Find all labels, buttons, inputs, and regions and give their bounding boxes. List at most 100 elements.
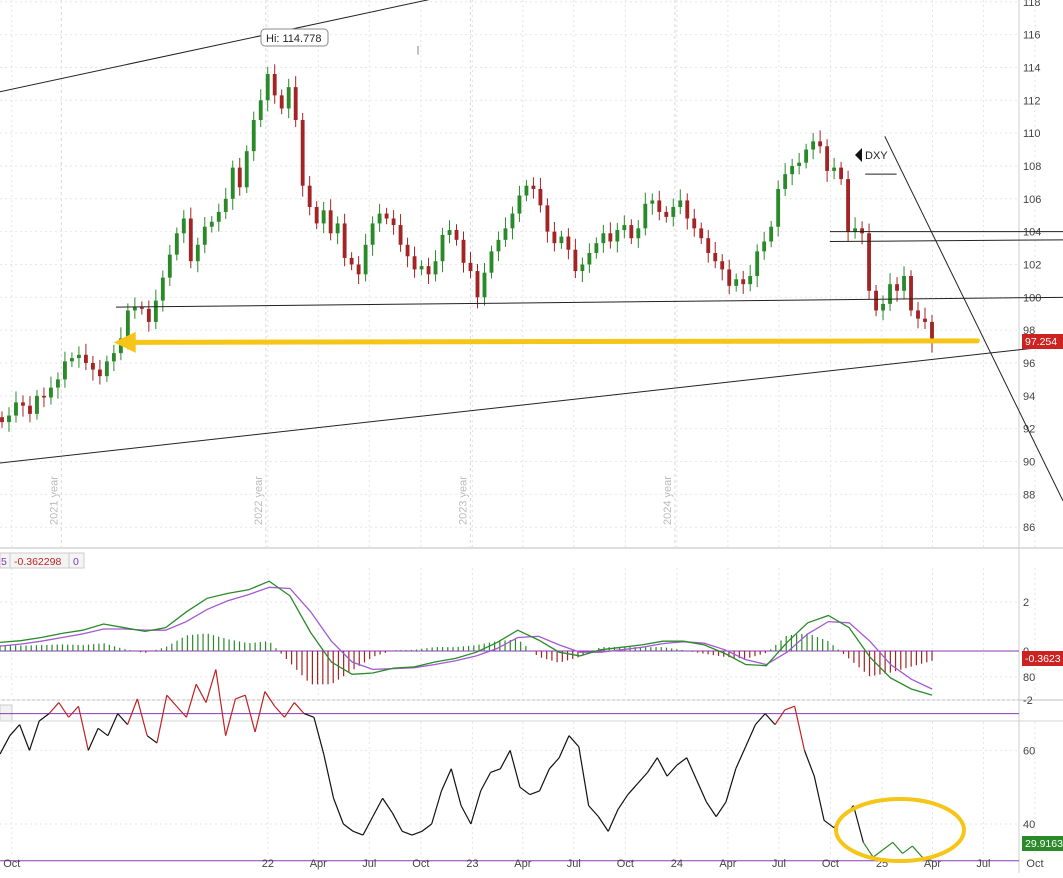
price-candle — [790, 165, 795, 175]
price-candle — [83, 354, 88, 363]
price-candle — [321, 210, 326, 224]
price-candle — [202, 226, 207, 245]
trendline — [0, 344, 1063, 464]
price-candle — [139, 307, 144, 309]
rsi-line-segment — [794, 706, 806, 751]
price-candle — [335, 223, 340, 234]
price-candle — [678, 200, 683, 208]
price-candle — [923, 318, 927, 322]
rsi-line-segment — [823, 819, 835, 829]
price-candle — [70, 358, 74, 362]
x-axis-label: Apr — [514, 858, 531, 870]
price-candle — [867, 233, 871, 291]
rsi-line-segment — [529, 790, 540, 796]
last-price-tag: 97.254 — [1022, 334, 1063, 349]
price-candle — [776, 188, 781, 227]
price-candle — [510, 213, 515, 229]
rsi-line-segment — [813, 776, 825, 821]
price-candle — [349, 257, 354, 265]
rsi-line-segment — [117, 713, 128, 726]
price-candle — [874, 290, 878, 311]
rsi-highlight-circle — [834, 797, 966, 863]
rsi-line-segment — [735, 746, 747, 770]
price-candle — [230, 167, 235, 199]
rsi-line-segment — [195, 683, 207, 703]
rsi-line-segment — [548, 757, 560, 770]
price-candle — [629, 225, 634, 239]
rsi-line-segment — [627, 783, 639, 795]
price-candle — [566, 236, 571, 250]
rsi-line-segment — [372, 797, 384, 817]
year-label: 2023 year — [457, 476, 469, 525]
rsi-tag-text: 29.9163 — [1025, 838, 1063, 850]
rsi-line-segment — [293, 702, 305, 714]
price-candle — [496, 239, 501, 252]
rsi-line-segment — [176, 705, 187, 718]
price-y-tick: 112 — [1023, 95, 1041, 107]
price-candle — [615, 229, 620, 242]
rsi-line-segment — [519, 786, 531, 796]
price-candle — [811, 141, 816, 150]
rsi-line-segment — [460, 805, 472, 825]
price-candle — [531, 185, 536, 189]
rsi-line-segment — [637, 772, 648, 784]
macd-line — [0, 580, 933, 696]
price-y-tick: 106 — [1023, 194, 1041, 206]
rsi-line-segment — [38, 713, 50, 722]
left-triangle-icon — [855, 148, 862, 162]
price-y-tick: 90 — [1023, 457, 1035, 469]
price-y-tick: 102 — [1023, 259, 1041, 271]
rsi-line-segment — [676, 757, 688, 766]
price-candle — [370, 223, 375, 245]
rsi-line-segment — [440, 768, 452, 792]
rsi-line-segment — [313, 717, 325, 755]
x-axis-label: Jul — [976, 858, 990, 870]
trendline — [0, 0, 430, 93]
rsi-line-segment — [166, 694, 178, 707]
price-y-tick: 92 — [1023, 424, 1035, 436]
rsi-y-tick: 80 — [1023, 672, 1035, 684]
rsi-line-segment — [656, 757, 668, 777]
price-y-tick: 94 — [1023, 391, 1035, 403]
rsi-line-segment — [509, 750, 521, 788]
rsi-line-segment — [244, 695, 256, 733]
price-candle — [209, 221, 214, 227]
price-candle — [482, 272, 487, 298]
price-candle — [804, 149, 809, 163]
price-candle — [0, 417, 4, 423]
price-candle — [76, 354, 81, 359]
price-candle — [237, 167, 242, 188]
rsi-line-segment — [607, 809, 619, 832]
price-y-tick: 118 — [1023, 0, 1041, 9]
price-candle — [258, 100, 263, 120]
dxy-label: DXY — [865, 150, 888, 162]
price-candle — [468, 262, 473, 272]
x-axis-label: Apr — [924, 858, 941, 870]
rsi-line-segment — [470, 790, 482, 825]
price-candle — [111, 353, 116, 362]
price-y-tick: 108 — [1023, 161, 1041, 173]
rsi-line-segment — [764, 713, 776, 726]
price-candle — [49, 387, 53, 398]
rsi-line-segment — [695, 779, 707, 803]
hi-label-text: Hi: 114.778 — [266, 33, 321, 45]
rsi-line-segment — [136, 698, 148, 736]
price-candle — [21, 402, 25, 406]
price-y-tick: 86 — [1023, 522, 1035, 534]
price-candle — [28, 405, 32, 414]
price-candle — [433, 261, 438, 275]
x-axis-label: Apr — [310, 858, 327, 870]
macd-y-tick: -2 — [1023, 695, 1033, 707]
price-candle — [608, 233, 613, 242]
rsi-line-segment — [97, 727, 109, 737]
price-candle — [314, 207, 319, 224]
last-price-tag-text: 97.254 — [1025, 336, 1057, 348]
price-candle — [657, 200, 662, 212]
rsi-line-segment — [235, 694, 246, 700]
rsi-line-segment — [862, 842, 874, 858]
rsi-line-segment — [490, 768, 501, 774]
x-axis-label: Oct — [3, 858, 20, 870]
price-candle — [188, 218, 193, 262]
rsi-line-segment — [362, 816, 374, 836]
